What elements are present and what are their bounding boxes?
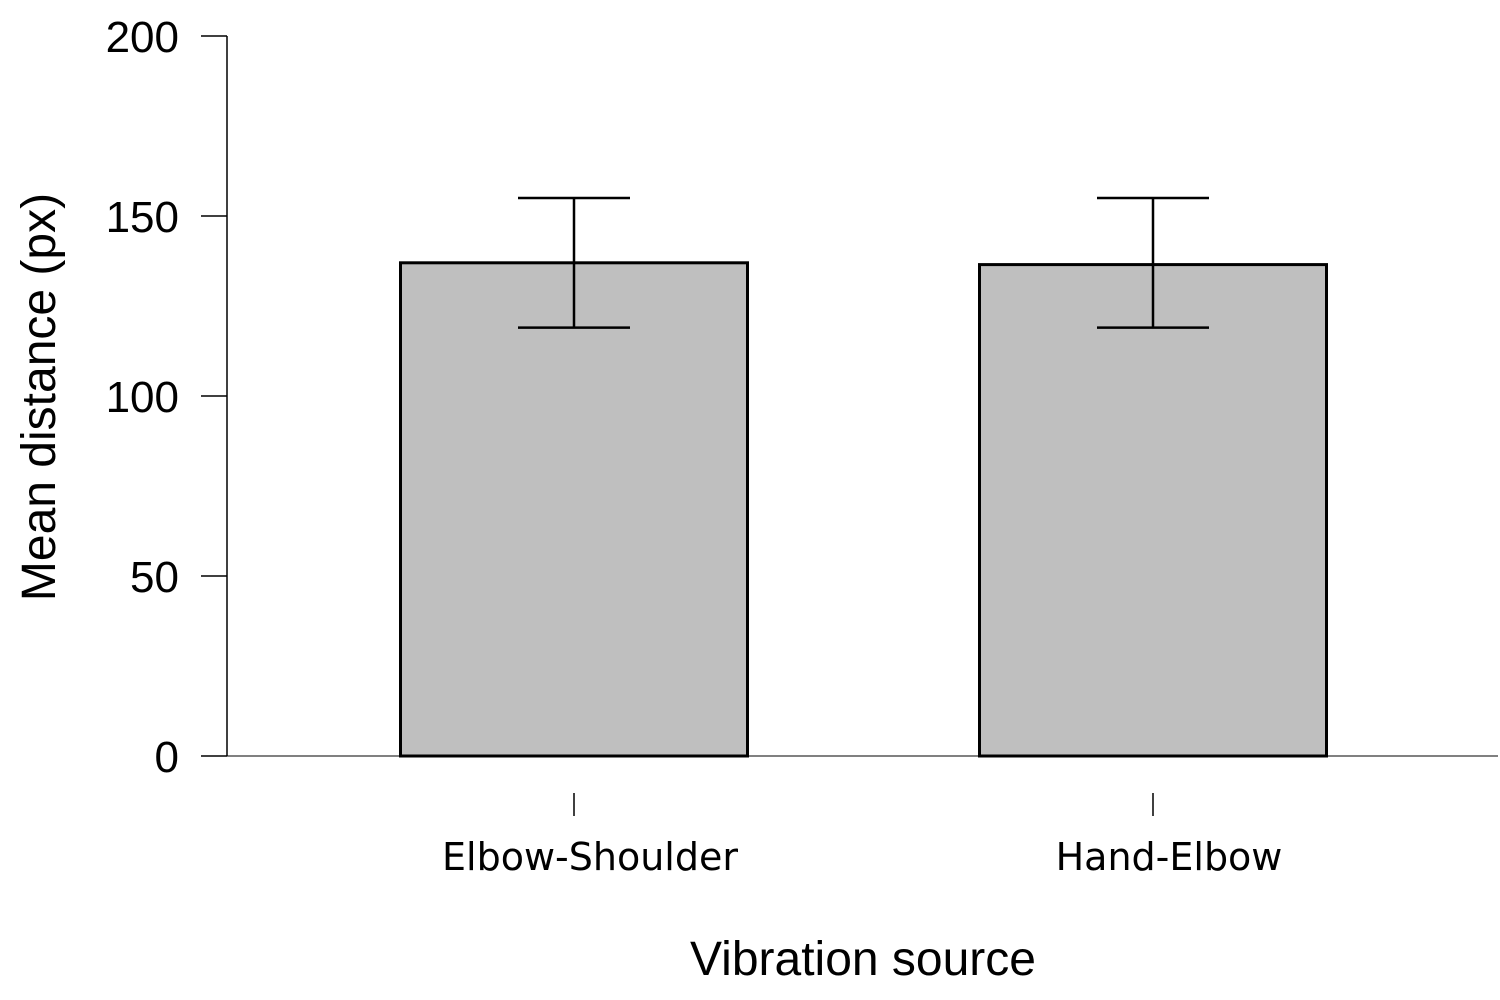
- y-tick-label: 50: [130, 553, 179, 602]
- bar: [978, 263, 1328, 758]
- y-tick-label: 0: [155, 733, 179, 782]
- x-axis-title: Vibration source: [690, 933, 1036, 986]
- y-axis: 0 50 100 150 200: [106, 13, 228, 782]
- y-tick-label: 150: [106, 193, 179, 242]
- x-tick-label: Hand-Elbow: [1056, 835, 1283, 879]
- category-ticks: Elbow-Shoulder Hand-Elbow: [442, 793, 1282, 879]
- x-tick-label: Elbow-Shoulder: [442, 835, 738, 879]
- error-bars: [518, 196, 1209, 329]
- bar: [399, 261, 749, 758]
- bars: [399, 261, 1328, 758]
- y-tick-label: 200: [106, 13, 179, 62]
- y-tick-label: 100: [106, 373, 179, 422]
- y-axis-title: Mean distance (px): [13, 193, 66, 601]
